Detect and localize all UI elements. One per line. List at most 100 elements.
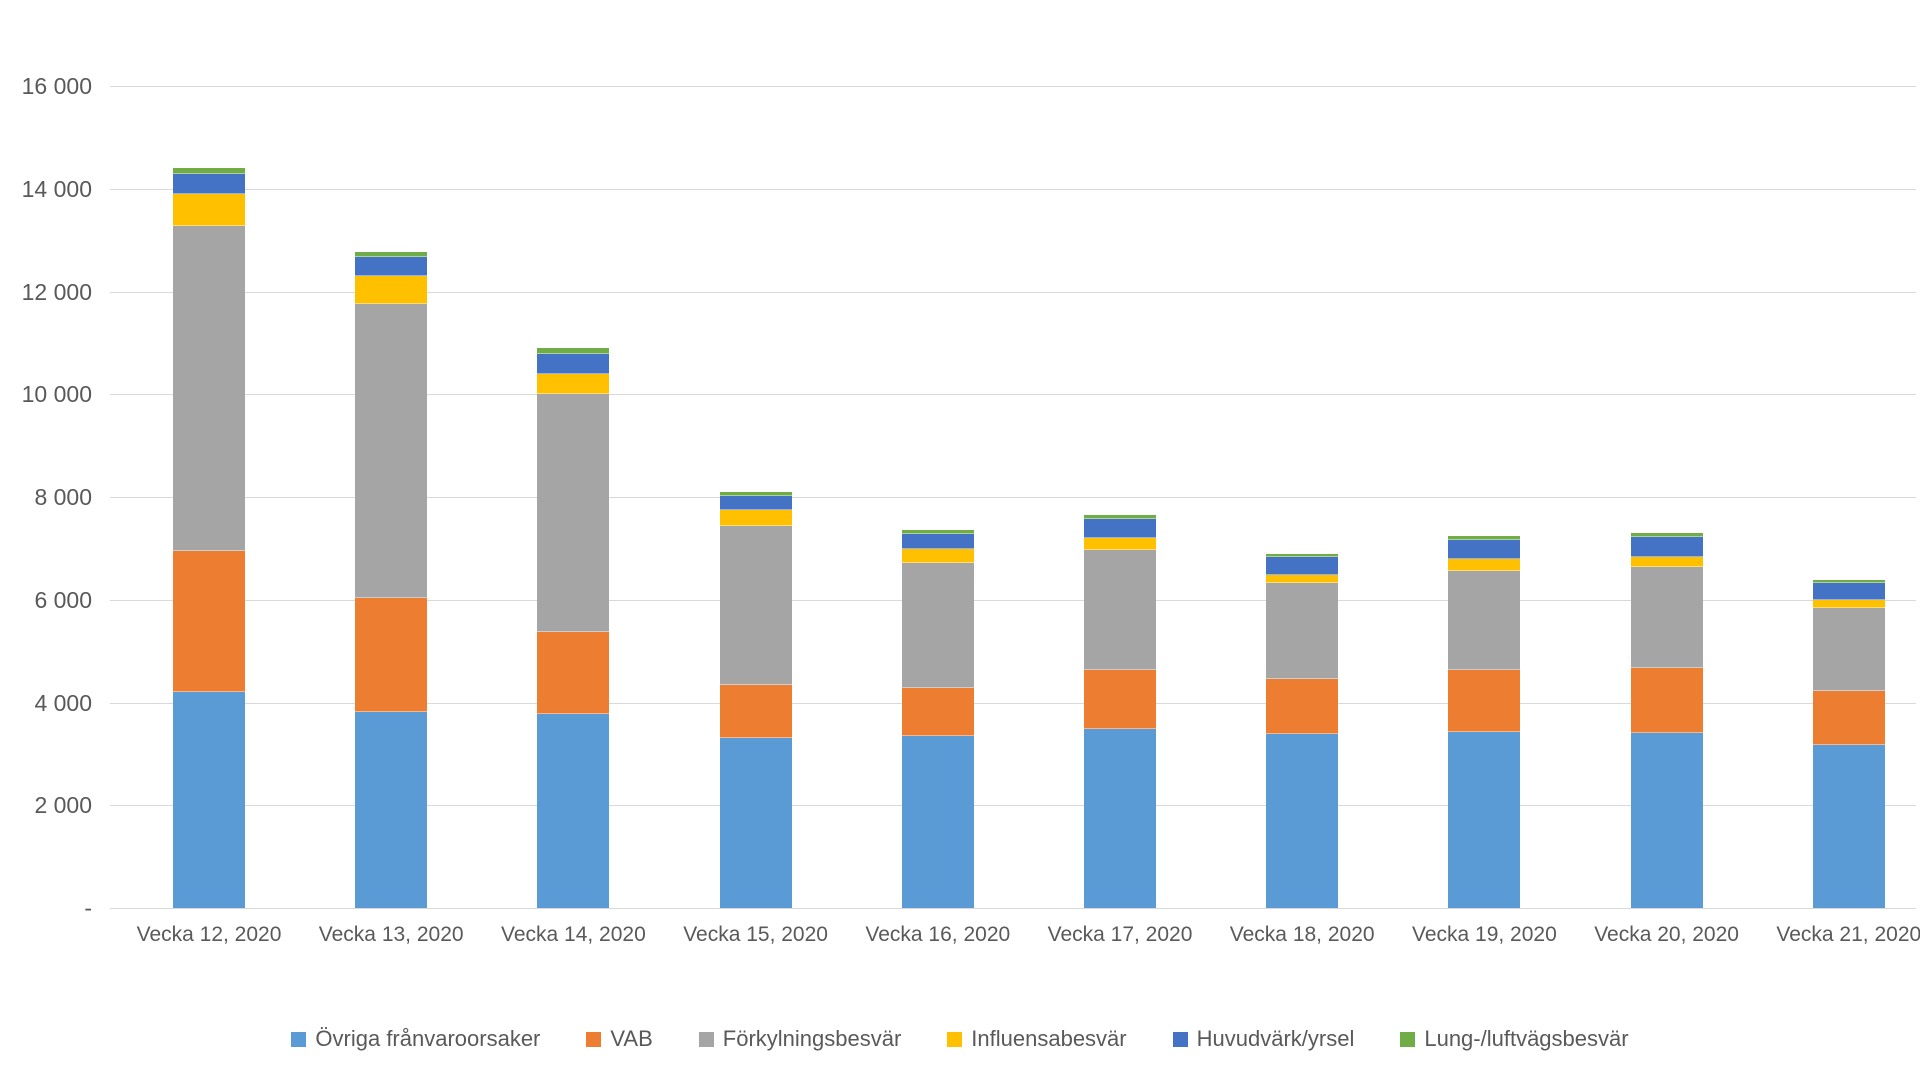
bar-segment-Huvudvärk/yrsel — [901, 534, 974, 550]
bar-Vecka 13, 2020 — [355, 251, 428, 908]
x-tick-label: Vecka 18, 2020 — [1229, 923, 1375, 946]
x-tick-label: Vecka 19, 2020 — [1411, 923, 1557, 946]
legend-label: Övriga frånvaroorsaker — [315, 1026, 541, 1051]
bar-segment-VAB — [173, 550, 245, 693]
bar-Vecka 16, 2020 — [901, 529, 974, 908]
y-tick-label-16000: 16 000 — [21, 73, 92, 99]
bar-segment-Lung-/luftvägsbesvär — [1084, 514, 1156, 519]
bar-segment-VAB — [1266, 679, 1339, 734]
legend-marker-icon — [947, 1031, 963, 1047]
gridline-12000 — [110, 291, 1916, 293]
bar-segment-Övriga frånvaroorsaker — [1630, 733, 1703, 908]
bar-Vecka 14, 2020 — [537, 347, 610, 908]
bar-segment-VAB — [537, 632, 610, 715]
bar-Vecka 18, 2020 — [1266, 553, 1339, 908]
bar-segment-Förkylningsbesvär — [1630, 566, 1703, 668]
legend-item-Influensabesvär: Influensabesvär — [947, 1026, 1127, 1052]
bar-Vecka 19, 2020 — [1448, 535, 1521, 908]
bar-segment-Influensabesvär — [1630, 557, 1703, 567]
bar-segment-Influensabesvär — [537, 374, 610, 395]
gridline-10000 — [110, 394, 1916, 396]
bar-segment-Förkylningsbesvär — [537, 394, 610, 633]
bar-segment-Lung-/luftvägsbesvär — [1266, 553, 1339, 558]
legend-marker-icon — [586, 1031, 602, 1047]
bar-segment-Förkylningsbesvär — [1448, 570, 1521, 670]
bar-segment-Lung-/luftvägsbesvär — [719, 491, 792, 496]
legend-label: Huvudvärk/yrsel — [1196, 1026, 1355, 1051]
bar-segment-Influensabesvär — [1448, 558, 1521, 571]
bar-segment-Huvudvärk/yrsel — [1812, 583, 1885, 600]
legend-item-Huvudvärk/yrsel: Huvudvärk/yrsel — [1172, 1026, 1355, 1052]
bar-segment-Lung-/luftvägsbesvär — [1812, 579, 1885, 584]
y-tick-label-8000: 8 000 — [34, 484, 92, 510]
bar-segment-Influensabesvär — [355, 276, 428, 305]
bar-segment-Huvudvärk/yrsel — [537, 353, 610, 375]
gridline-16000 — [110, 86, 1916, 87]
bar-segment-VAB — [719, 684, 792, 739]
bar-segment-Övriga frånvaroorsaker — [173, 692, 245, 908]
legend-label: VAB — [610, 1026, 653, 1051]
legend-item-Förkylningsbesvär: Förkylningsbesvär — [698, 1026, 902, 1052]
bar-segment-Övriga frånvaroorsaker — [1812, 745, 1885, 908]
gridline-14000 — [110, 188, 1916, 190]
gridline-8000 — [110, 497, 1916, 498]
bar-segment-Övriga frånvaroorsaker — [1084, 729, 1156, 908]
bar-segment-VAB — [355, 598, 428, 712]
x-tick-label: Vecka 12, 2020 — [136, 923, 282, 946]
bar-segment-Lung-/luftvägsbesvär — [901, 529, 974, 535]
bar-segment-Förkylningsbesvär — [719, 525, 792, 685]
legend: Övriga frånvaroorsaker VAB Förkylningsbesv… — [0, 1026, 1920, 1052]
bar-segment-Förkylningsbesvär — [355, 304, 428, 599]
bar-segment-Lung-/luftvägsbesvär — [537, 347, 610, 354]
legend-label: Förkylningsbesvär — [722, 1026, 902, 1051]
bar-segment-Övriga frånvaroorsaker — [1448, 731, 1521, 908]
y-tick-label-0: - — [84, 895, 92, 921]
bar-segment-Huvudvärk/yrsel — [1266, 557, 1339, 575]
gridline-0 — [110, 908, 1916, 909]
bar-segment-Förkylningsbesvär — [1812, 608, 1885, 691]
bar-segment-Övriga frånvaroorsaker — [719, 738, 792, 908]
bar-segment-Huvudvärk/yrsel — [173, 174, 245, 194]
legend-marker-icon — [1400, 1031, 1416, 1047]
y-tick-label-14000: 14 000 — [21, 175, 92, 202]
gridline-2000 — [110, 805, 1916, 807]
x-tick-label: Vecka 13, 2020 — [318, 923, 464, 946]
bar-segment-Influensabesvär — [1084, 538, 1156, 551]
x-tick-label: Vecka 21, 2020 — [1776, 923, 1920, 946]
gridline-4000 — [110, 702, 1916, 704]
bar-segment-Övriga frånvaroorsaker — [901, 735, 974, 908]
y-tick-label-6000: 6 000 — [34, 586, 92, 613]
bar-Vecka 21, 2020 — [1812, 579, 1885, 908]
bar-segment-Influensabesvär — [1812, 599, 1885, 608]
bar-segment-Förkylningsbesvär — [901, 563, 974, 689]
bar-segment-Influensabesvär — [719, 510, 792, 526]
bar-segment-VAB — [1084, 670, 1156, 730]
legend-item-Övriga frånvaroorsaker: Övriga frånvaroorsaker — [291, 1026, 540, 1052]
bar-segment-Övriga frånvaroorsaker — [1266, 733, 1339, 908]
bar-segment-Förkylningsbesvär — [1266, 582, 1339, 680]
bar-segment-Huvudvärk/yrsel — [355, 256, 428, 277]
bar-segment-Övriga frånvaroorsaker — [537, 714, 610, 908]
bar-segment-Lung-/luftvägsbesvär — [1448, 535, 1521, 540]
bar-Vecka 17, 2020 — [1084, 514, 1156, 908]
x-tick-label: Vecka 14, 2020 — [500, 923, 646, 946]
legend-marker-icon — [698, 1031, 714, 1047]
bar-Vecka 20, 2020 — [1630, 532, 1703, 908]
bar-segment-Huvudvärk/yrsel — [719, 496, 792, 511]
bar-segment-VAB — [1630, 667, 1703, 734]
gridline-6000 — [110, 599, 1916, 601]
bar-segment-Huvudvärk/yrsel — [1448, 539, 1521, 559]
bar-segment-VAB — [1448, 669, 1521, 732]
legend-label: Lung-/luftvägsbesvär — [1424, 1026, 1629, 1051]
legend-marker-icon — [291, 1031, 307, 1047]
x-tick-label: Vecka 17, 2020 — [1047, 923, 1193, 946]
y-tick-label-2000: 2 000 — [34, 792, 92, 819]
legend-item-Lung-/luftvägsbesvär: Lung-/luftvägsbesvär — [1400, 1026, 1629, 1052]
x-tick-label: Vecka 20, 2020 — [1594, 923, 1739, 946]
x-tick-label: Vecka 16, 2020 — [865, 923, 1011, 946]
y-tick-label-12000: 12 000 — [21, 278, 92, 305]
bar-segment-VAB — [901, 688, 974, 736]
bar-segment-VAB — [1812, 690, 1885, 746]
bar-segment-Lung-/luftvägsbesvär — [173, 167, 245, 175]
